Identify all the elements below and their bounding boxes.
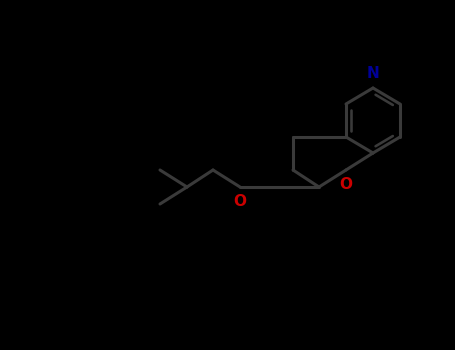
- Text: N: N: [367, 66, 379, 81]
- Text: O: O: [233, 194, 247, 209]
- Text: O: O: [339, 177, 353, 192]
